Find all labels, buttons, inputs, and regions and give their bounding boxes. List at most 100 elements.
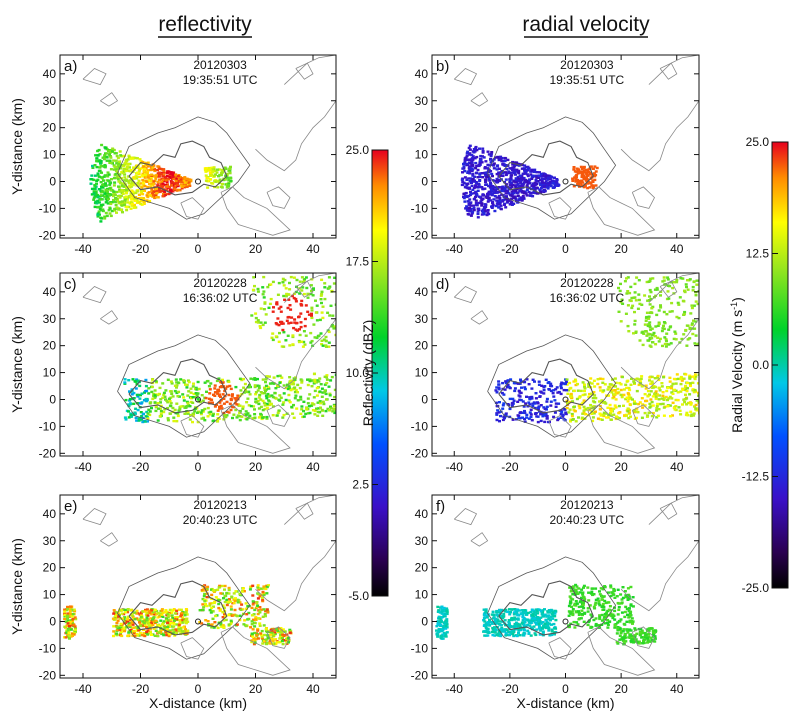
echo-cell [621, 375, 624, 379]
echo-cell [228, 598, 231, 601]
echo-cell [224, 387, 228, 390]
echo-cell [271, 338, 275, 342]
echo-cell [508, 397, 512, 401]
echo-cell [476, 207, 480, 210]
echo-cell [569, 386, 573, 390]
echo-cell [570, 414, 574, 418]
echo-cell [142, 399, 146, 402]
echo-cell [277, 307, 281, 310]
echo-cell [635, 389, 639, 393]
echo-cell [685, 397, 689, 400]
terrain-contour [255, 540, 336, 612]
echo-cell [176, 412, 180, 415]
echo-cell [210, 166, 214, 169]
echo-cell [114, 611, 118, 614]
echo-cell [600, 418, 604, 421]
echo-cell [258, 325, 262, 328]
echo-cell [126, 196, 130, 199]
echo-cell [112, 609, 116, 612]
echo-cell [657, 340, 661, 343]
echo-cell [309, 331, 313, 335]
echo-cell [654, 343, 658, 346]
radar-site [195, 618, 201, 625]
echo-cell [536, 420, 540, 424]
echo-cell [521, 416, 524, 419]
echo-cell [307, 405, 311, 408]
echo-cell [292, 326, 296, 330]
echo-cell [592, 407, 596, 410]
echo-cell [313, 381, 317, 384]
echo-cell [606, 416, 610, 419]
echo-cell [589, 406, 593, 410]
echo-cell [299, 395, 303, 399]
echo-cell [282, 294, 286, 298]
echo-cell [296, 391, 299, 394]
echo-cell [99, 204, 103, 207]
echo-cell [238, 394, 242, 398]
echo-cell [534, 397, 538, 400]
echo-cell [492, 198, 496, 201]
echo-cell [108, 207, 112, 210]
echo-cell [129, 192, 133, 195]
echo-cell [181, 630, 185, 633]
echo-cell [655, 404, 659, 408]
echo-cell [276, 374, 280, 378]
echo-cell [543, 183, 547, 187]
echo-cell [251, 600, 255, 603]
echo-cell [535, 180, 539, 183]
echo-cell [504, 380, 508, 383]
y-tick-label: 40 [415, 67, 429, 81]
echo-cell [124, 195, 128, 198]
echo-cell [635, 632, 639, 635]
echo-cell [310, 289, 313, 293]
panel-a-time: 19:35:51 UTC [183, 73, 258, 87]
y-tick-label: 20 [43, 121, 57, 135]
echo-cell [542, 406, 546, 409]
echo-cell [196, 392, 200, 395]
echo-cell [165, 633, 169, 637]
echo-cell [265, 404, 269, 407]
echo-cell [257, 386, 261, 390]
terrain-contour [266, 186, 291, 209]
echo-cell [134, 156, 138, 160]
echo-cell [95, 202, 99, 205]
echo-cell [154, 629, 158, 632]
echo-cell [270, 382, 274, 385]
terrain-contour [82, 68, 107, 86]
echo-cell [599, 389, 603, 392]
echo-cell [545, 405, 549, 408]
echo-cell [266, 636, 270, 640]
echo-cell [310, 312, 313, 315]
echo-cell [329, 379, 333, 382]
echo-cell [300, 340, 304, 343]
panel-b-time: 19:35:51 UTC [550, 73, 625, 87]
echo-cell [583, 389, 586, 393]
echo-cell [233, 608, 237, 612]
echo-cell [592, 172, 596, 175]
echo-cell [188, 418, 192, 421]
echo-cell [693, 388, 697, 392]
echo-cell [436, 605, 440, 609]
echo-cell [462, 196, 466, 200]
echo-cell [330, 325, 334, 328]
echo-cell [488, 618, 491, 622]
echo-cell [195, 411, 199, 414]
echo-cell [306, 402, 310, 405]
echo-cell [604, 402, 608, 405]
echo-cell [101, 156, 105, 159]
echo-cell [120, 204, 124, 207]
echo-cell [626, 290, 630, 293]
echo-cell [175, 181, 179, 184]
echo-cell [183, 177, 187, 180]
echo-cell [257, 384, 261, 388]
echo-cell [238, 418, 242, 422]
echo-cell [229, 387, 233, 391]
echo-cell [685, 411, 689, 415]
echo-cell [182, 379, 185, 382]
echo-cell [635, 276, 639, 279]
echo-cell [108, 212, 112, 215]
panel-e-plot-area [63, 495, 336, 676]
echo-cell [117, 615, 121, 618]
echo-cell [131, 183, 135, 187]
